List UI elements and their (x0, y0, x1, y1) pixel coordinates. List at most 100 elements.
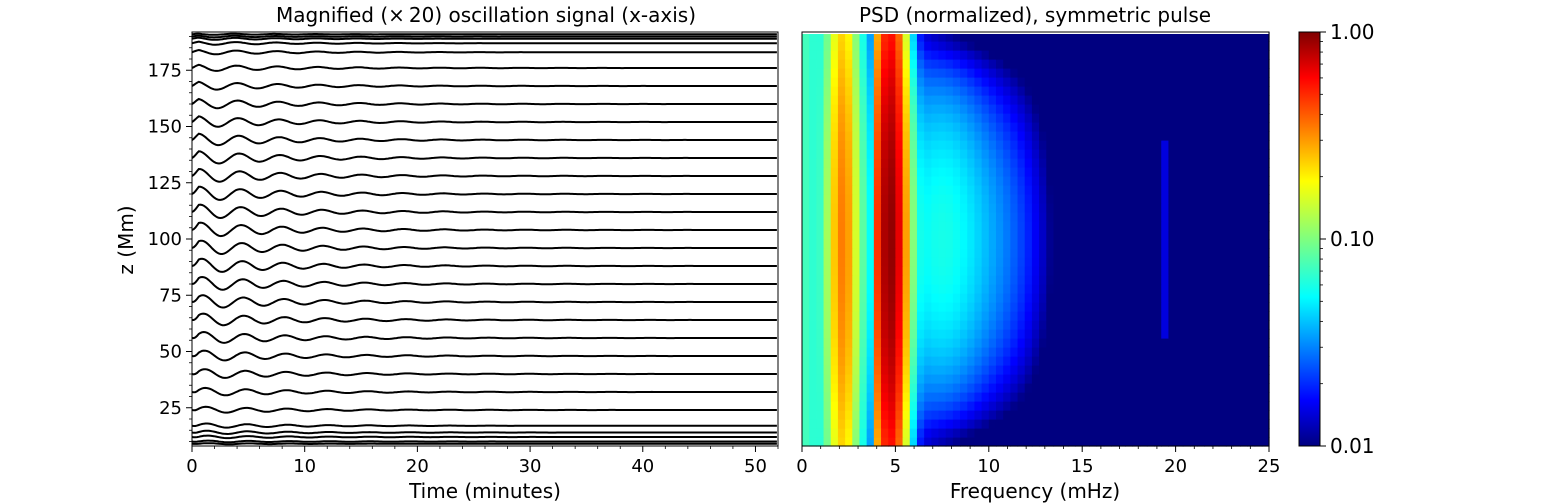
heatmap-cell (924, 149, 932, 159)
heatmap-cell (866, 437, 875, 447)
heatmap-cell (931, 392, 940, 402)
heatmap-cell (974, 50, 983, 60)
heatmap-cell (1240, 221, 1249, 231)
heatmap-cell (1125, 347, 1134, 357)
heatmap-cell (1089, 293, 1098, 303)
heatmap-cell (816, 401, 825, 411)
heatmap-cell (924, 374, 932, 384)
heatmap-cell (845, 104, 853, 114)
heatmap-cell (888, 167, 896, 177)
heatmap-cell (995, 419, 1004, 429)
heatmap-cell (952, 50, 961, 60)
heatmap-cell (995, 86, 1004, 96)
heatmap-cell (1132, 32, 1141, 42)
heatmap-cell (1118, 329, 1126, 339)
heatmap-cell (1125, 293, 1134, 303)
heatmap-cell (1125, 59, 1134, 69)
heatmap-cell (852, 329, 861, 339)
heatmap-cell (1096, 41, 1105, 51)
oscillation-trace (191, 429, 777, 436)
heatmap-cell (1053, 104, 1062, 114)
heatmap-cell (837, 311, 846, 321)
heatmap-cell (1168, 176, 1177, 186)
heatmap-cell (1110, 86, 1119, 96)
heatmap-cell (809, 419, 817, 429)
heatmap-cell (845, 203, 853, 213)
heatmap-cell (1096, 302, 1105, 312)
heatmap-cell (845, 194, 853, 204)
heatmap-cell (1168, 257, 1177, 267)
heatmap-cell (1218, 257, 1227, 267)
heatmap-cell (852, 194, 861, 204)
heatmap-cell (1182, 302, 1191, 312)
heatmap-cell (1154, 131, 1162, 141)
heatmap-cell (1247, 104, 1256, 114)
heatmap-cell (1139, 32, 1148, 42)
heatmap-cell (1182, 410, 1191, 420)
heatmap-cell (830, 212, 839, 222)
heatmap-cell (1060, 293, 1069, 303)
heatmap-cell (809, 203, 817, 213)
heatmap-cell (1240, 77, 1249, 87)
heatmap-cell (909, 302, 918, 312)
heatmap-cell (1211, 176, 1220, 186)
heatmap-cell (1261, 374, 1270, 384)
heatmap-cell (845, 95, 853, 105)
heatmap-cell (952, 239, 961, 249)
heatmap-cell (1218, 230, 1227, 240)
heatmap-cell (823, 122, 832, 132)
heatmap-cell (1110, 104, 1119, 114)
oscillation-trace (191, 150, 777, 165)
heatmap-cell (909, 275, 918, 285)
heatmap-cell (1175, 77, 1184, 87)
heatmap-cell (1197, 347, 1205, 357)
heatmap-cell (816, 392, 825, 402)
heatmap-cell (823, 266, 832, 276)
heatmap-cell (1024, 410, 1033, 420)
heatmap-cell (1003, 50, 1011, 60)
heatmap-cell (823, 338, 832, 348)
heatmap-cell (1204, 266, 1213, 276)
heatmap-cell (852, 86, 861, 96)
heatmap-cell (1046, 392, 1055, 402)
heatmap-cell (1261, 41, 1270, 51)
heatmap-cell (823, 86, 832, 96)
heatmap-cell (873, 122, 882, 132)
heatmap-cell (967, 167, 976, 177)
heatmap-cell (1218, 59, 1227, 69)
heatmap-cell (1096, 149, 1105, 159)
heatmap-cell (873, 410, 882, 420)
heatmap-cell (1031, 149, 1040, 159)
heatmap-cell (1060, 41, 1069, 51)
heatmap-cell (1132, 383, 1141, 393)
heatmap-cell (1017, 194, 1026, 204)
heatmap-cell (1046, 185, 1055, 195)
heatmap-cell (1089, 221, 1098, 231)
heatmap-cell (866, 365, 875, 375)
heatmap-cell (995, 392, 1004, 402)
heatmap-cell (1046, 230, 1055, 240)
heatmap-cell (1096, 374, 1105, 384)
heatmap-cell (974, 239, 983, 249)
heatmap-cell (1024, 311, 1033, 321)
heatmap-cell (1039, 230, 1047, 240)
heatmap-cell (1168, 158, 1177, 168)
heatmap-cell (1067, 212, 1076, 222)
heatmap-cell (1225, 383, 1234, 393)
heatmap-cell (1010, 230, 1019, 240)
heatmap-cell (1247, 113, 1256, 123)
heatmap-cell (816, 212, 825, 222)
heatmap-cell (1060, 392, 1069, 402)
heatmap-cell (888, 176, 896, 186)
heatmap-cell (981, 176, 990, 186)
heatmap-cell (1132, 239, 1141, 249)
heatmap-cell (916, 392, 925, 402)
heatmap-cell (924, 113, 932, 123)
heatmap-cell (1225, 356, 1234, 366)
heatmap-cell (866, 185, 875, 195)
heatmap-cell (895, 122, 904, 132)
heatmap-cell (1067, 86, 1076, 96)
heatmap-cell (945, 50, 954, 60)
heatmap-cell (945, 86, 954, 96)
